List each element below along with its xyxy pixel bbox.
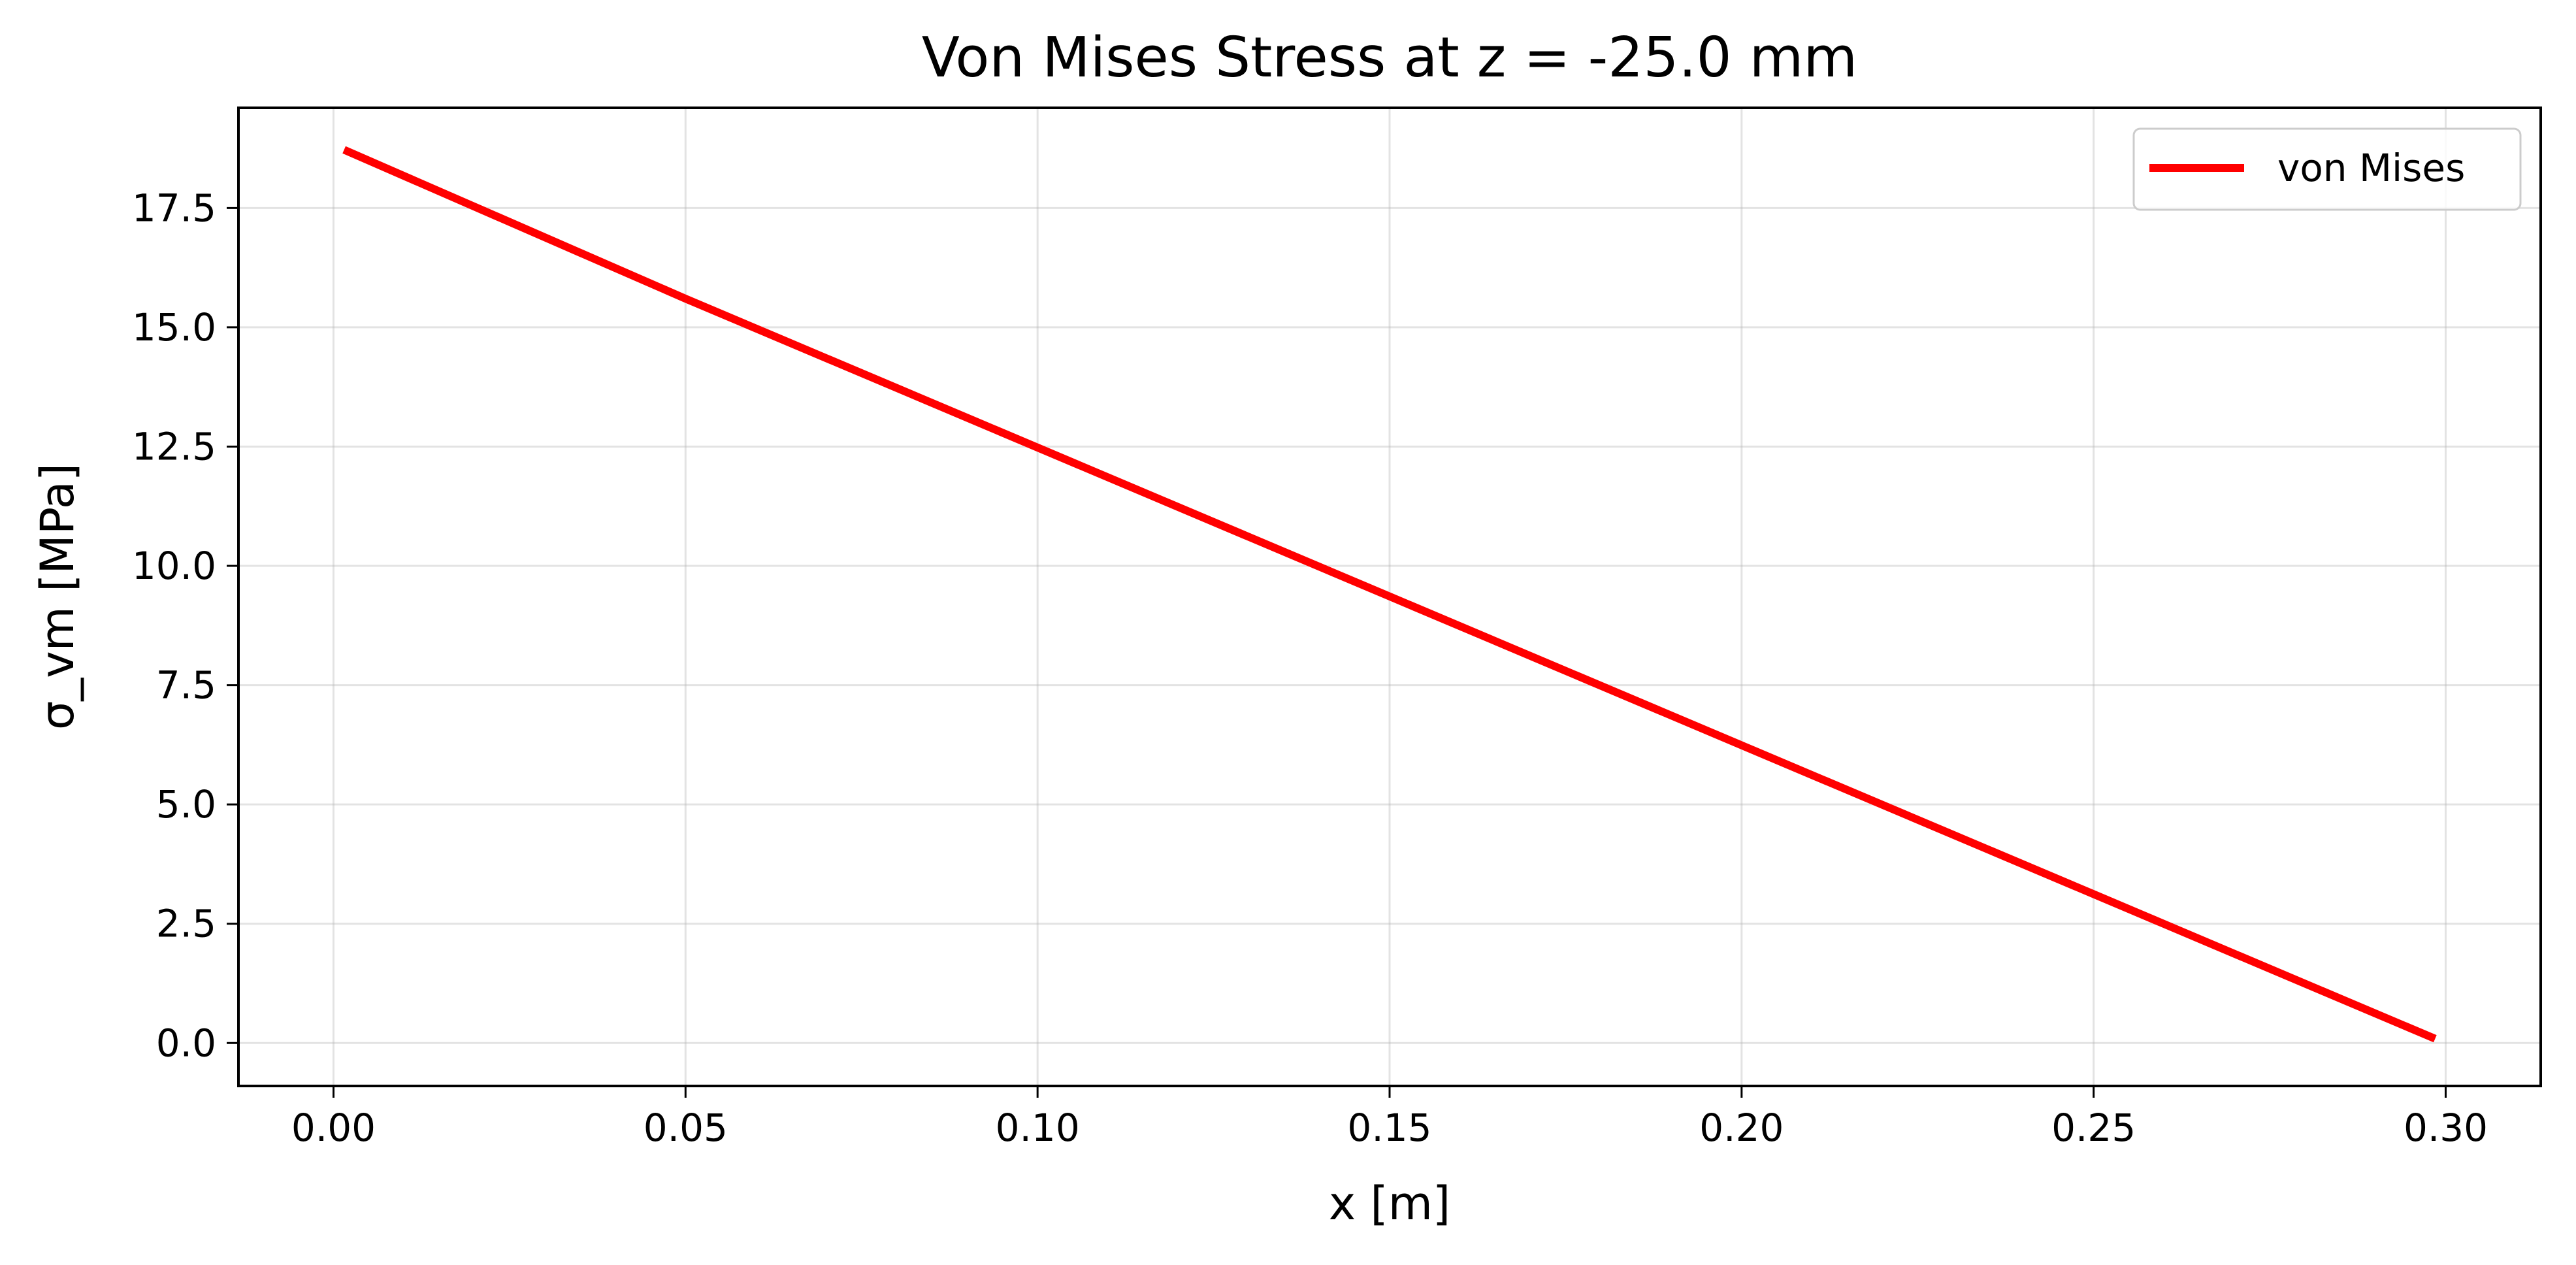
x-tick-label: 0.25: [2051, 1106, 2136, 1150]
x-tick-label: 0.00: [291, 1106, 376, 1150]
y-tick-label: 15.0: [132, 305, 216, 350]
legend-entry-von-mises: von Mises: [2277, 146, 2465, 190]
y-axis-ticks: 0.0 2.5 5.0 7.5 10.0 12.5 15.0 17.5: [132, 186, 238, 1065]
x-axis-label: x [m]: [1329, 1177, 1450, 1230]
y-axis-label: σ_vm [MPa]: [31, 463, 84, 730]
series-layer: [342, 146, 2437, 1043]
series-line-von-mises: [342, 146, 2437, 1043]
y-tick-label: 17.5: [132, 186, 216, 230]
x-axis-ticks: 0.00 0.05 0.10 0.15 0.20 0.25 0.30: [291, 1086, 2488, 1150]
y-tick-label: 2.5: [156, 902, 216, 946]
grid: [238, 108, 2541, 1086]
y-tick-label: 10.0: [132, 544, 216, 588]
x-tick-label: 0.05: [644, 1106, 728, 1150]
y-tick-label: 5.0: [156, 782, 216, 827]
x-tick-label: 0.30: [2404, 1106, 2488, 1150]
legend: von Mises: [2132, 127, 2522, 211]
y-tick-label: 0.0: [156, 1021, 216, 1065]
x-tick-label: 0.20: [1699, 1106, 1784, 1150]
chart-title: Von Mises Stress at z = -25.0 mm: [922, 25, 1857, 90]
y-tick-label: 7.5: [156, 663, 216, 708]
y-tick-label: 12.5: [132, 424, 216, 468]
legend-box: [2132, 127, 2522, 211]
x-tick-label: 0.10: [996, 1106, 1080, 1150]
x-tick-label: 0.15: [1347, 1106, 1431, 1150]
